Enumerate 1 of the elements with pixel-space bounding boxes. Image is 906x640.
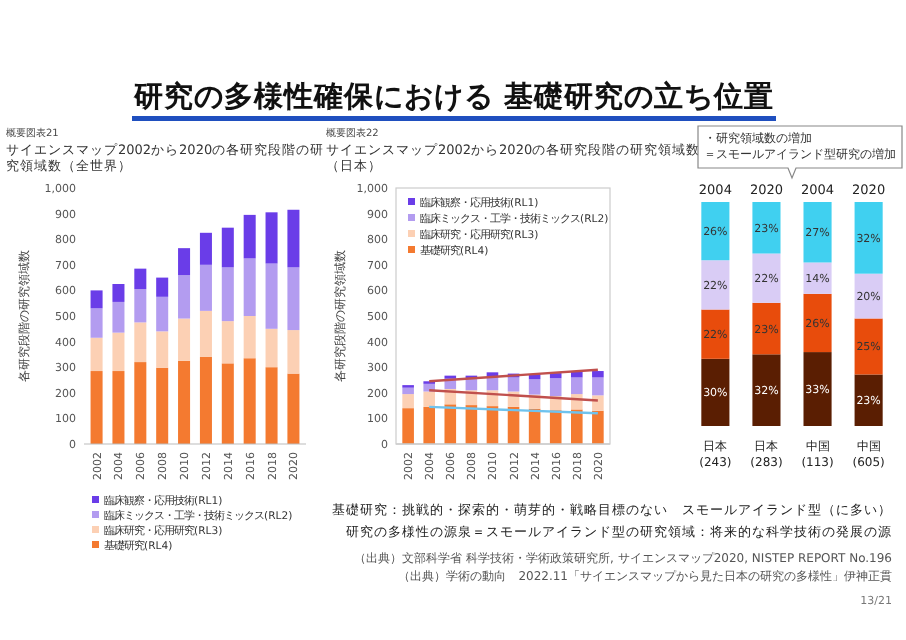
text: 研究の多様性確保における 基礎研究の立ち位置 [131,78,775,114]
